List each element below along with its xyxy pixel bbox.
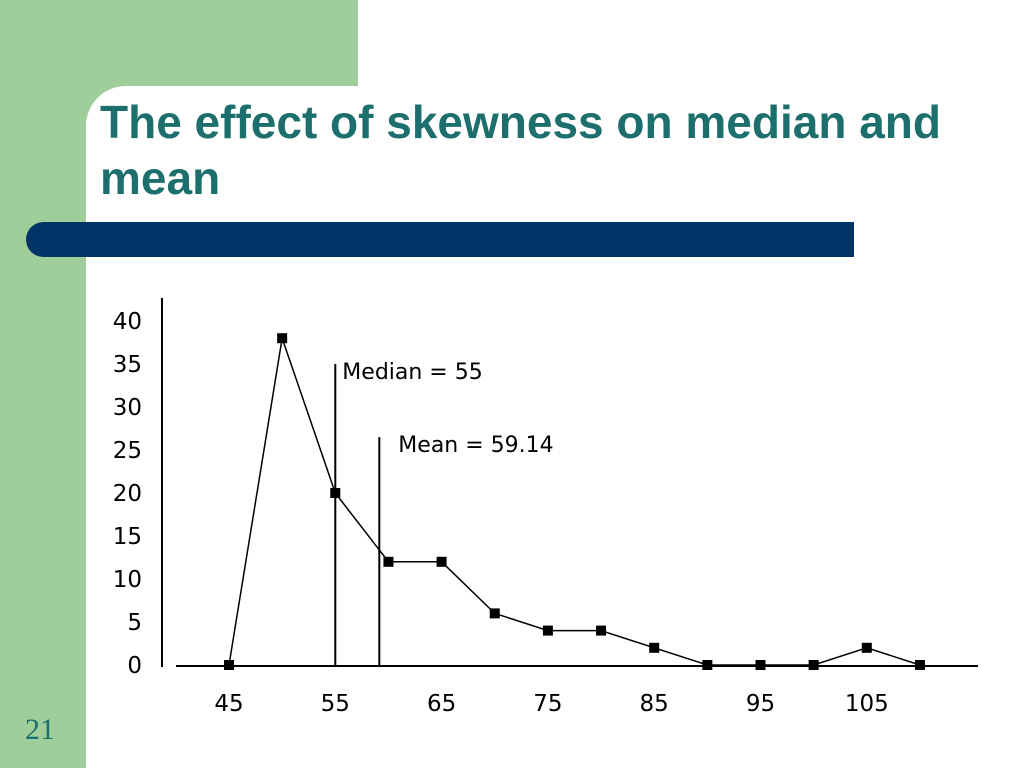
- data-point-marker: [224, 660, 234, 670]
- y-tick-label: 15: [113, 524, 142, 550]
- slide-number: 21: [25, 713, 55, 746]
- mean-label: Mean = 59.14: [398, 433, 553, 458]
- slide-title: The effect of skewness on median and mea…: [100, 96, 941, 204]
- x-tick-label: 65: [427, 691, 456, 717]
- title-underline-bar: [26, 222, 854, 257]
- data-point-marker: [649, 642, 660, 653]
- y-tick-label: 20: [113, 481, 142, 507]
- y-tick-label: 35: [113, 352, 142, 378]
- x-tick-label: 85: [640, 691, 669, 717]
- data-point-marker: [542, 625, 553, 636]
- data-point-marker: [383, 556, 394, 567]
- x-tick-label: 45: [214, 691, 243, 717]
- y-tick-label: 30: [113, 395, 142, 421]
- data-point-marker: [489, 608, 500, 619]
- data-point-marker: [702, 660, 713, 670]
- x-tick-label: 95: [746, 691, 775, 717]
- x-tick-label: 55: [321, 691, 350, 717]
- data-point-marker: [330, 488, 341, 498]
- data-point-marker: [755, 660, 766, 670]
- content-panel: [86, 86, 1024, 768]
- data-point-marker: [914, 660, 925, 670]
- x-tick-label: 75: [533, 691, 562, 717]
- y-tick-label: 25: [113, 438, 142, 464]
- frequency-line: [228, 337, 921, 666]
- data-point-marker: [808, 660, 819, 670]
- data-point-marker: [277, 333, 288, 344]
- left-green-band: [0, 0, 86, 768]
- data-point-marker: [596, 625, 607, 636]
- y-tick-label: 40: [113, 309, 142, 335]
- y-tick-label: 10: [113, 567, 142, 593]
- y-tick-label: 0: [127, 653, 142, 679]
- x-tick-label: 105: [845, 691, 889, 717]
- y-tick-label: 5: [127, 610, 142, 636]
- data-point-marker: [861, 642, 872, 653]
- median-label: Median = 55: [342, 360, 482, 385]
- data-point-marker: [436, 556, 447, 567]
